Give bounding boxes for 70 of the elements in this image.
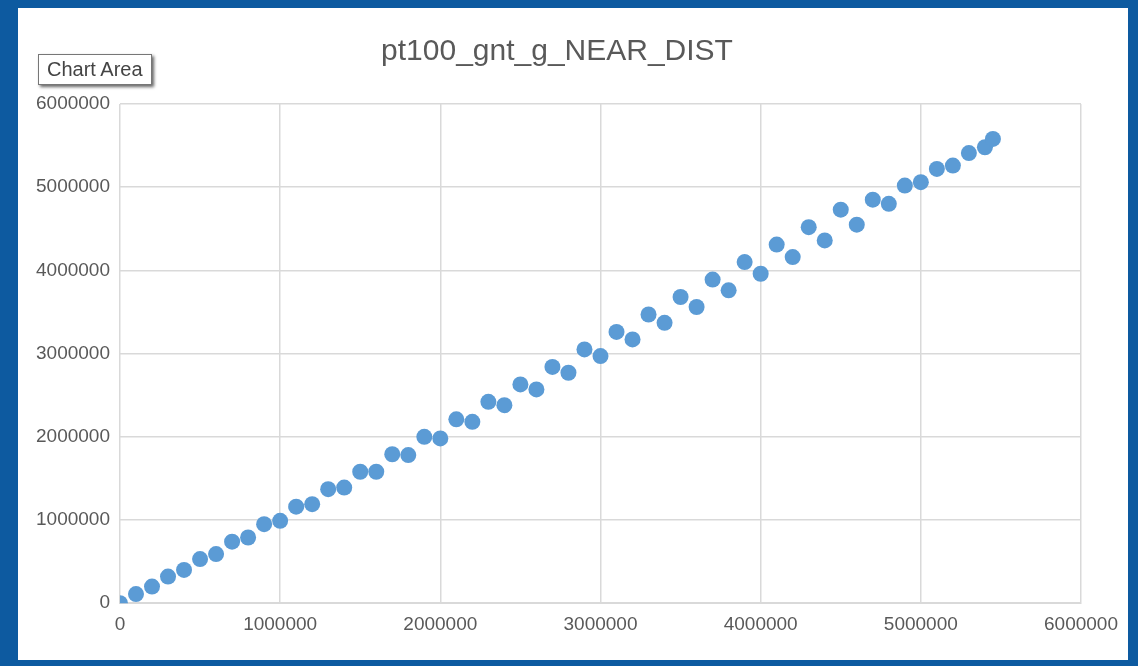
- point: [192, 551, 209, 568]
- x-tick-label: 2000000: [403, 612, 478, 634]
- point: [512, 376, 529, 393]
- point: [224, 533, 241, 550]
- point: [336, 479, 353, 496]
- x-tick-label: 6000000: [1044, 612, 1118, 634]
- point: [528, 381, 545, 398]
- x-tick-label: 0: [114, 612, 126, 634]
- point: [368, 463, 385, 480]
- point: [480, 393, 497, 410]
- x-tick-label: 1000000: [243, 612, 318, 634]
- point: [464, 413, 481, 430]
- point: [144, 578, 160, 595]
- point: [240, 529, 257, 546]
- point: [320, 481, 337, 498]
- point: [127, 586, 144, 603]
- point: [736, 254, 753, 271]
- point: [624, 331, 641, 348]
- point: [880, 195, 897, 212]
- y-tick-label: 5000000: [36, 175, 110, 197]
- point: [656, 314, 673, 331]
- point: [984, 130, 1001, 147]
- point: [544, 358, 561, 375]
- point: [848, 216, 865, 233]
- y-tick-label: 0: [99, 591, 110, 613]
- point: [896, 177, 913, 194]
- point: [304, 496, 321, 513]
- point: [288, 498, 305, 515]
- point: [560, 364, 577, 381]
- point: [384, 446, 401, 463]
- text: Chart Area: [38, 54, 152, 85]
- point: [432, 430, 449, 447]
- x-tick-label: 4000000: [723, 612, 798, 634]
- point: [176, 561, 193, 578]
- point: [768, 236, 785, 253]
- y-tick-label: 1000000: [36, 508, 110, 530]
- point: [272, 512, 289, 529]
- point: [640, 306, 657, 323]
- point: [256, 516, 273, 533]
- x-tick-label: 3000000: [563, 612, 638, 634]
- y-tick-label: 2000000: [36, 425, 110, 447]
- point: [160, 568, 177, 585]
- y-tick-label: 4000000: [36, 258, 110, 280]
- point: [672, 289, 689, 306]
- point: [208, 546, 225, 563]
- y-tick-label: 6000000: [36, 92, 110, 114]
- point: [448, 411, 465, 428]
- point: [608, 323, 625, 340]
- chart-title: pt100_gnt_g_NEAR_DIST: [381, 33, 733, 67]
- point: [352, 463, 369, 480]
- point: [720, 282, 737, 299]
- point: [800, 219, 817, 236]
- point: [496, 397, 513, 414]
- x-tick-label: 5000000: [883, 612, 958, 634]
- point: [592, 348, 609, 365]
- point: [864, 191, 881, 208]
- point: [928, 160, 945, 177]
- point: [912, 174, 929, 191]
- point: [944, 157, 961, 174]
- point: [784, 249, 801, 266]
- point: [576, 341, 593, 358]
- point: [400, 447, 417, 464]
- point: [688, 299, 705, 316]
- point: [416, 428, 433, 445]
- point: [704, 271, 721, 288]
- point: [752, 265, 769, 282]
- point: [816, 232, 833, 249]
- point: [832, 201, 849, 218]
- point: [960, 145, 977, 162]
- y-tick-label: 3000000: [36, 341, 110, 363]
